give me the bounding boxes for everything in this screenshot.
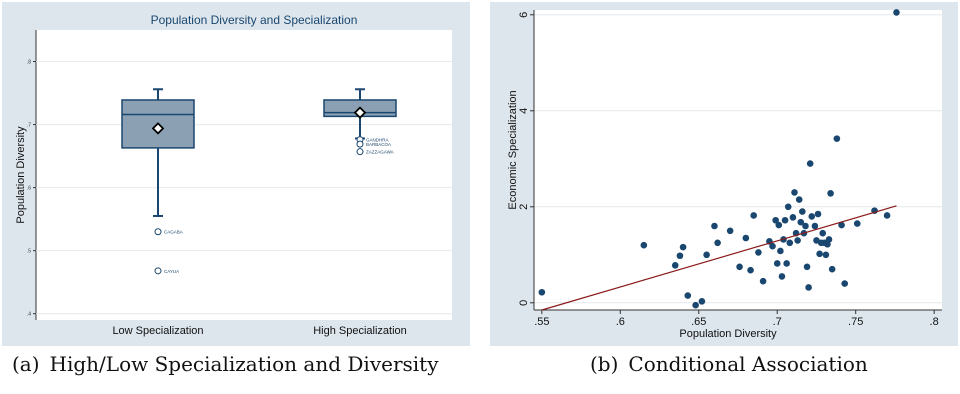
scatter-point	[799, 208, 806, 215]
scatter-point	[684, 292, 692, 299]
outlier-point	[154, 228, 162, 236]
scatter-point	[750, 212, 757, 219]
scatter-point	[676, 252, 684, 260]
scatter-point	[692, 301, 699, 309]
scatter-point	[838, 221, 845, 229]
y-tick-label: 2	[518, 204, 530, 210]
panel-a-boxplot: Population Diversity and Specialization.…	[2, 2, 470, 346]
y-tick-label: 4	[518, 108, 530, 114]
scatter-point	[828, 265, 836, 273]
y-tick-label: .4	[27, 312, 31, 318]
scatter-point	[805, 284, 812, 291]
x-category-label: Low Specialization	[112, 325, 203, 337]
scatter-point	[781, 216, 789, 224]
scatter-point	[640, 241, 648, 249]
scatter-point	[893, 9, 900, 16]
scatter-point	[816, 250, 823, 258]
outlier-point	[356, 140, 364, 148]
x-tick-label: .55	[534, 316, 549, 328]
scatter-point	[703, 251, 710, 259]
outlier-point	[356, 148, 364, 156]
x-category-label: High Specialization	[313, 325, 407, 337]
scatter-point	[747, 266, 754, 274]
caption-a: (a) High/Low Specialization and Diversity	[12, 352, 439, 376]
caption-b: (b) Conditional Association	[590, 352, 868, 376]
scatter-point	[883, 212, 891, 219]
y-tick-label: 6	[518, 12, 530, 18]
scatter-point	[742, 234, 750, 242]
scatter-point	[773, 260, 781, 267]
mean-marker	[353, 106, 367, 119]
scatter-point	[795, 196, 803, 203]
x-axis-label: Population Diversity	[679, 328, 777, 340]
outlier-label: CAYUA	[164, 269, 179, 274]
scatter-point	[538, 288, 546, 296]
scatter-point	[822, 251, 830, 259]
scatter-point	[772, 216, 779, 224]
scatter-point	[811, 222, 819, 230]
plot-area	[36, 30, 452, 320]
scatter-point	[679, 243, 687, 251]
scatter-point	[814, 210, 822, 218]
scatter-point	[791, 189, 798, 196]
scatter-point	[714, 239, 721, 247]
y-tick-label: .8	[27, 60, 31, 66]
boxplot-chart: Population Diversity and Specialization.…	[15, 13, 452, 337]
y-tick-label: .6	[27, 186, 31, 192]
caption-b-text: Conditional Association	[628, 352, 868, 376]
caption-a-tag: (a)	[12, 352, 40, 376]
scatter-point	[833, 135, 841, 142]
scatter-point	[711, 222, 718, 230]
scatter-point	[778, 273, 786, 280]
scatter-point	[671, 262, 679, 269]
scatter-point	[726, 227, 734, 235]
scatter-point	[853, 220, 861, 227]
scatter-point	[759, 277, 767, 285]
scatter-point	[819, 229, 827, 237]
outlier-label: CAGABA	[164, 230, 183, 235]
panel-b-scatter: 0 2 4 6 .55 .6 .65 .7 .75 .8 Population Diversity E…	[490, 2, 958, 346]
scatter-point	[698, 298, 706, 305]
y-axis-label: Population Diversity	[15, 126, 27, 224]
scatter-point	[786, 239, 794, 247]
y-tick-label: 0	[518, 300, 530, 306]
scatter-point	[783, 260, 790, 267]
y-tick-label: .5	[27, 249, 31, 255]
scatter-point	[789, 214, 797, 221]
outlier-label: BARBACOA	[366, 142, 391, 147]
scatter-point	[802, 222, 809, 230]
scatter-point	[769, 242, 776, 250]
scatter-point	[825, 236, 833, 243]
scatter-point	[784, 203, 792, 211]
x-tick-label: .65	[691, 316, 706, 328]
scatter-chart: 0 2 4 6 .55 .6 .65 .7 .75 .8 Population Diversity E…	[507, 9, 942, 340]
scatter-point	[803, 263, 811, 271]
scatter-point	[794, 237, 801, 244]
x-tick-label: .7	[773, 316, 782, 328]
scatter-point	[806, 160, 814, 167]
mean-marker	[151, 122, 165, 135]
x-tick-label: .8	[930, 316, 939, 328]
scatter-point	[827, 190, 834, 197]
scatter-point	[755, 249, 762, 256]
caption-a-text: High/Low Specialization and Diversity	[49, 352, 439, 376]
x-tick-label: .6	[616, 316, 625, 328]
y-axis-label: Economic Specialization	[507, 90, 519, 209]
plot-area	[534, 10, 942, 310]
outlier-label: ZAZZAGAWA	[366, 150, 394, 155]
chart-title: Population Diversity and Specialization	[151, 13, 358, 27]
y-tick-label: .7	[27, 123, 31, 129]
fit-line	[541, 205, 897, 311]
scatter-point	[841, 280, 849, 287]
scatter-point	[808, 213, 816, 220]
outlier-point	[154, 267, 162, 275]
caption-b-tag: (b)	[590, 352, 619, 376]
x-tick-label: .75	[848, 316, 863, 328]
scatter-point	[775, 221, 783, 229]
outlier-label: GANDHRA	[366, 138, 389, 143]
scatter-point	[777, 247, 784, 255]
scatter-point	[797, 218, 805, 226]
scatter-point	[736, 263, 743, 271]
